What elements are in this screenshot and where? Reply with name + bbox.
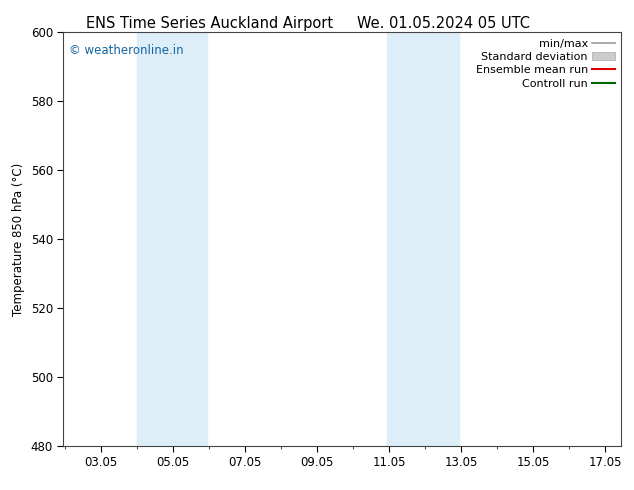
Y-axis label: Temperature 850 hPa (°C): Temperature 850 hPa (°C) [12, 162, 25, 316]
Text: We. 01.05.2024 05 UTC: We. 01.05.2024 05 UTC [358, 16, 530, 31]
Legend: min/max, Standard deviation, Ensemble mean run, Controll run: min/max, Standard deviation, Ensemble me… [471, 34, 619, 93]
Text: ENS Time Series Auckland Airport: ENS Time Series Auckland Airport [86, 16, 333, 31]
Text: © weatheronline.in: © weatheronline.in [69, 44, 184, 57]
Bar [387, 32, 460, 446]
Bar [137, 32, 207, 446]
